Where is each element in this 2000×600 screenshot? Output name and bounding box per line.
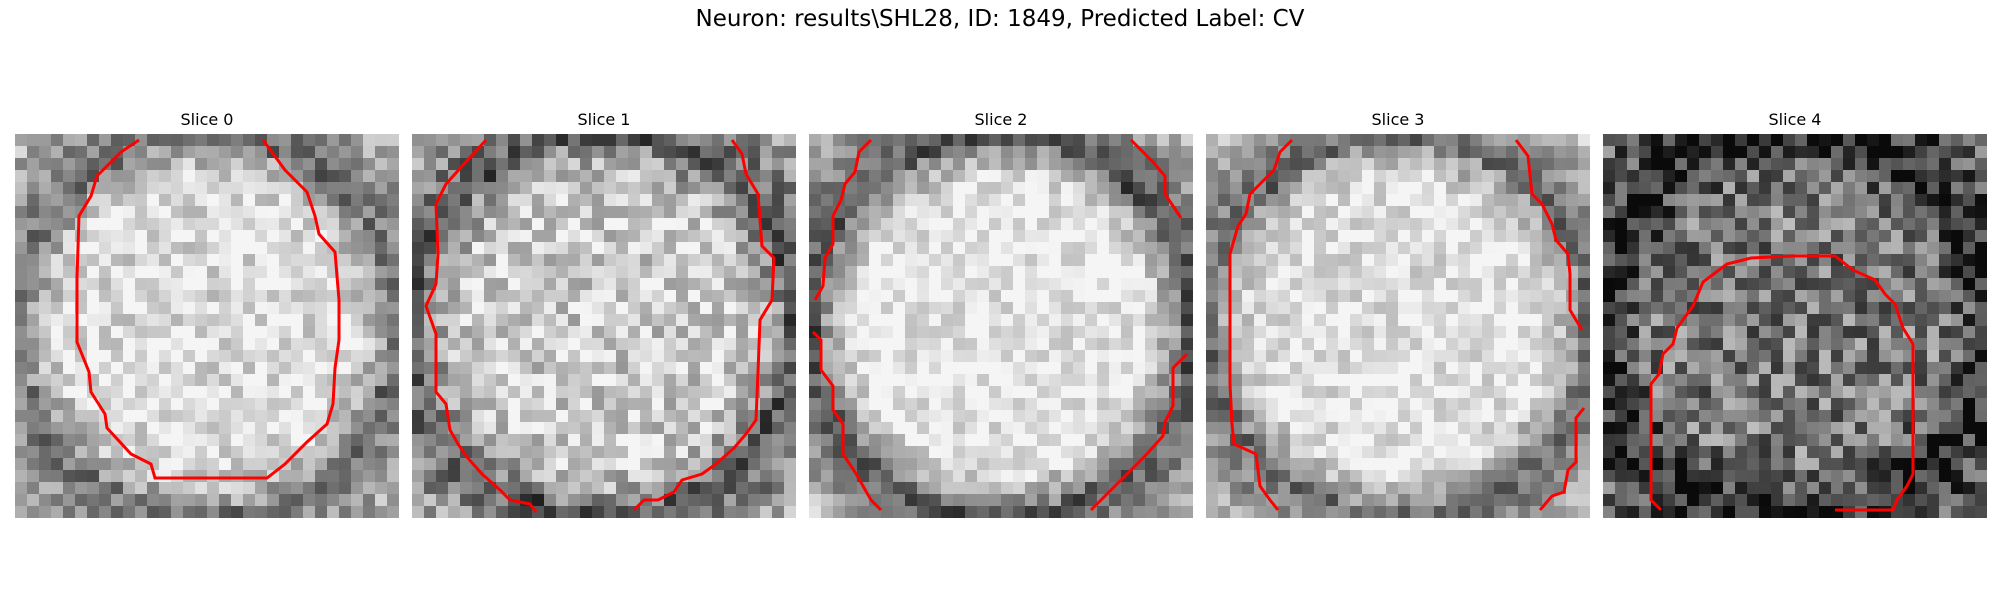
slice-2-panel xyxy=(809,134,1193,518)
slice-3-panel xyxy=(1206,134,1590,518)
slice-0-title: Slice 0 xyxy=(15,110,399,129)
slice-2-image xyxy=(809,134,1193,518)
slice-1-image xyxy=(412,134,796,518)
slice-4-image xyxy=(1603,134,1987,518)
slice-4-panel xyxy=(1603,134,1987,518)
figure-title: Neuron: results\SHL28, ID: 1849, Predict… xyxy=(0,6,2000,32)
slice-0-image xyxy=(15,134,399,518)
slice-1-panel xyxy=(412,134,796,518)
slice-3-title: Slice 3 xyxy=(1206,110,1590,129)
slice-0-panel xyxy=(15,134,399,518)
slice-4-title: Slice 4 xyxy=(1603,110,1987,129)
slice-2-title: Slice 2 xyxy=(809,110,1193,129)
slice-3-image xyxy=(1206,134,1590,518)
slice-1-title: Slice 1 xyxy=(412,110,796,129)
